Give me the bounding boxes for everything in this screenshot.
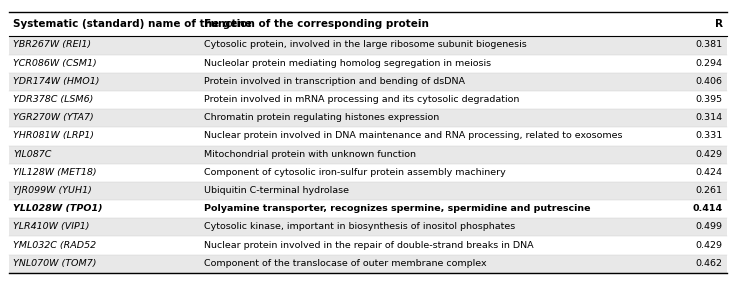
Text: 0.414: 0.414 [693, 204, 723, 213]
Bar [9, 109, 727, 127]
Text: 0.395: 0.395 [696, 95, 723, 104]
Bar [9, 218, 727, 236]
Text: 0.294: 0.294 [696, 59, 723, 68]
Text: Cytosolic kinase, important in biosynthesis of inositol phosphates: Cytosolic kinase, important in biosynthe… [204, 222, 515, 231]
Text: Nucleolar protein mediating homolog segregation in meiosis: Nucleolar protein mediating homolog segr… [204, 59, 491, 68]
Bar [9, 91, 727, 109]
Text: 0.429: 0.429 [696, 150, 723, 159]
Text: YNL070W (TOM7): YNL070W (TOM7) [13, 259, 96, 268]
Text: Chromatin protein regulating histones expression: Chromatin protein regulating histones ex… [204, 113, 439, 122]
Text: Nuclear protein involved in DNA maintenance and RNA processing, related to exoso: Nuclear protein involved in DNA maintena… [204, 132, 622, 141]
Text: YIL128W (MET18): YIL128W (MET18) [13, 168, 97, 177]
Text: Cytosolic protein, involved in the large ribosome subunit biogenesis: Cytosolic protein, involved in the large… [204, 40, 526, 49]
Text: YJR099W (YUH1): YJR099W (YUH1) [13, 186, 92, 195]
Text: 0.381: 0.381 [696, 40, 723, 49]
Text: YDR174W (HMO1): YDR174W (HMO1) [13, 77, 100, 86]
Bar [9, 73, 727, 91]
Text: Polyamine transporter, recognizes spermine, spermidine and putrescine: Polyamine transporter, recognizes spermi… [204, 204, 590, 213]
Text: YHR081W (LRP1): YHR081W (LRP1) [13, 132, 94, 141]
Text: YIL087C: YIL087C [13, 150, 52, 159]
Text: 0.331: 0.331 [696, 132, 723, 141]
Text: 0.261: 0.261 [696, 186, 723, 195]
Text: YDR378C (LSM6): YDR378C (LSM6) [13, 95, 93, 104]
Text: YBR267W (REI1): YBR267W (REI1) [13, 40, 91, 49]
Text: 0.429: 0.429 [696, 241, 723, 250]
Text: R: R [715, 19, 723, 29]
Text: Component of cytosolic iron-sulfur protein assembly machinery: Component of cytosolic iron-sulfur prote… [204, 168, 506, 177]
Text: Nuclear protein involved in the repair of double-strand breaks in DNA: Nuclear protein involved in the repair o… [204, 241, 534, 250]
Text: YCR086W (CSM1): YCR086W (CSM1) [13, 59, 97, 68]
Bar [9, 55, 727, 73]
Bar [9, 127, 727, 146]
Bar [9, 36, 727, 55]
Text: Protein involved in transcription and bending of dsDNA: Protein involved in transcription and be… [204, 77, 464, 86]
Bar [9, 146, 727, 164]
Text: Systematic (standard) name of the gene: Systematic (standard) name of the gene [13, 19, 252, 29]
Text: YLR410W (VIP1): YLR410W (VIP1) [13, 222, 90, 231]
Bar [9, 182, 727, 200]
Text: Component of the translocase of outer membrane complex: Component of the translocase of outer me… [204, 259, 486, 268]
Text: Mitochondrial protein with unknown function: Mitochondrial protein with unknown funct… [204, 150, 416, 159]
Text: Function of the corresponding protein: Function of the corresponding protein [204, 19, 428, 29]
Text: YGR270W (YTA7): YGR270W (YTA7) [13, 113, 94, 122]
Text: YML032C (RAD52: YML032C (RAD52 [13, 241, 96, 250]
Text: 0.462: 0.462 [696, 259, 723, 268]
Bar [9, 200, 727, 218]
Text: Ubiquitin C-terminal hydrolase: Ubiquitin C-terminal hydrolase [204, 186, 349, 195]
Text: 0.499: 0.499 [696, 222, 723, 231]
Text: YLL028W (TPO1): YLL028W (TPO1) [13, 204, 103, 213]
Bar [9, 236, 727, 255]
Text: Protein involved in mRNA processing and its cytosolic degradation: Protein involved in mRNA processing and … [204, 95, 519, 104]
Bar [9, 255, 727, 273]
Text: 0.424: 0.424 [696, 168, 723, 177]
Text: 0.406: 0.406 [696, 77, 723, 86]
Text: 0.314: 0.314 [696, 113, 723, 122]
Bar [9, 164, 727, 182]
